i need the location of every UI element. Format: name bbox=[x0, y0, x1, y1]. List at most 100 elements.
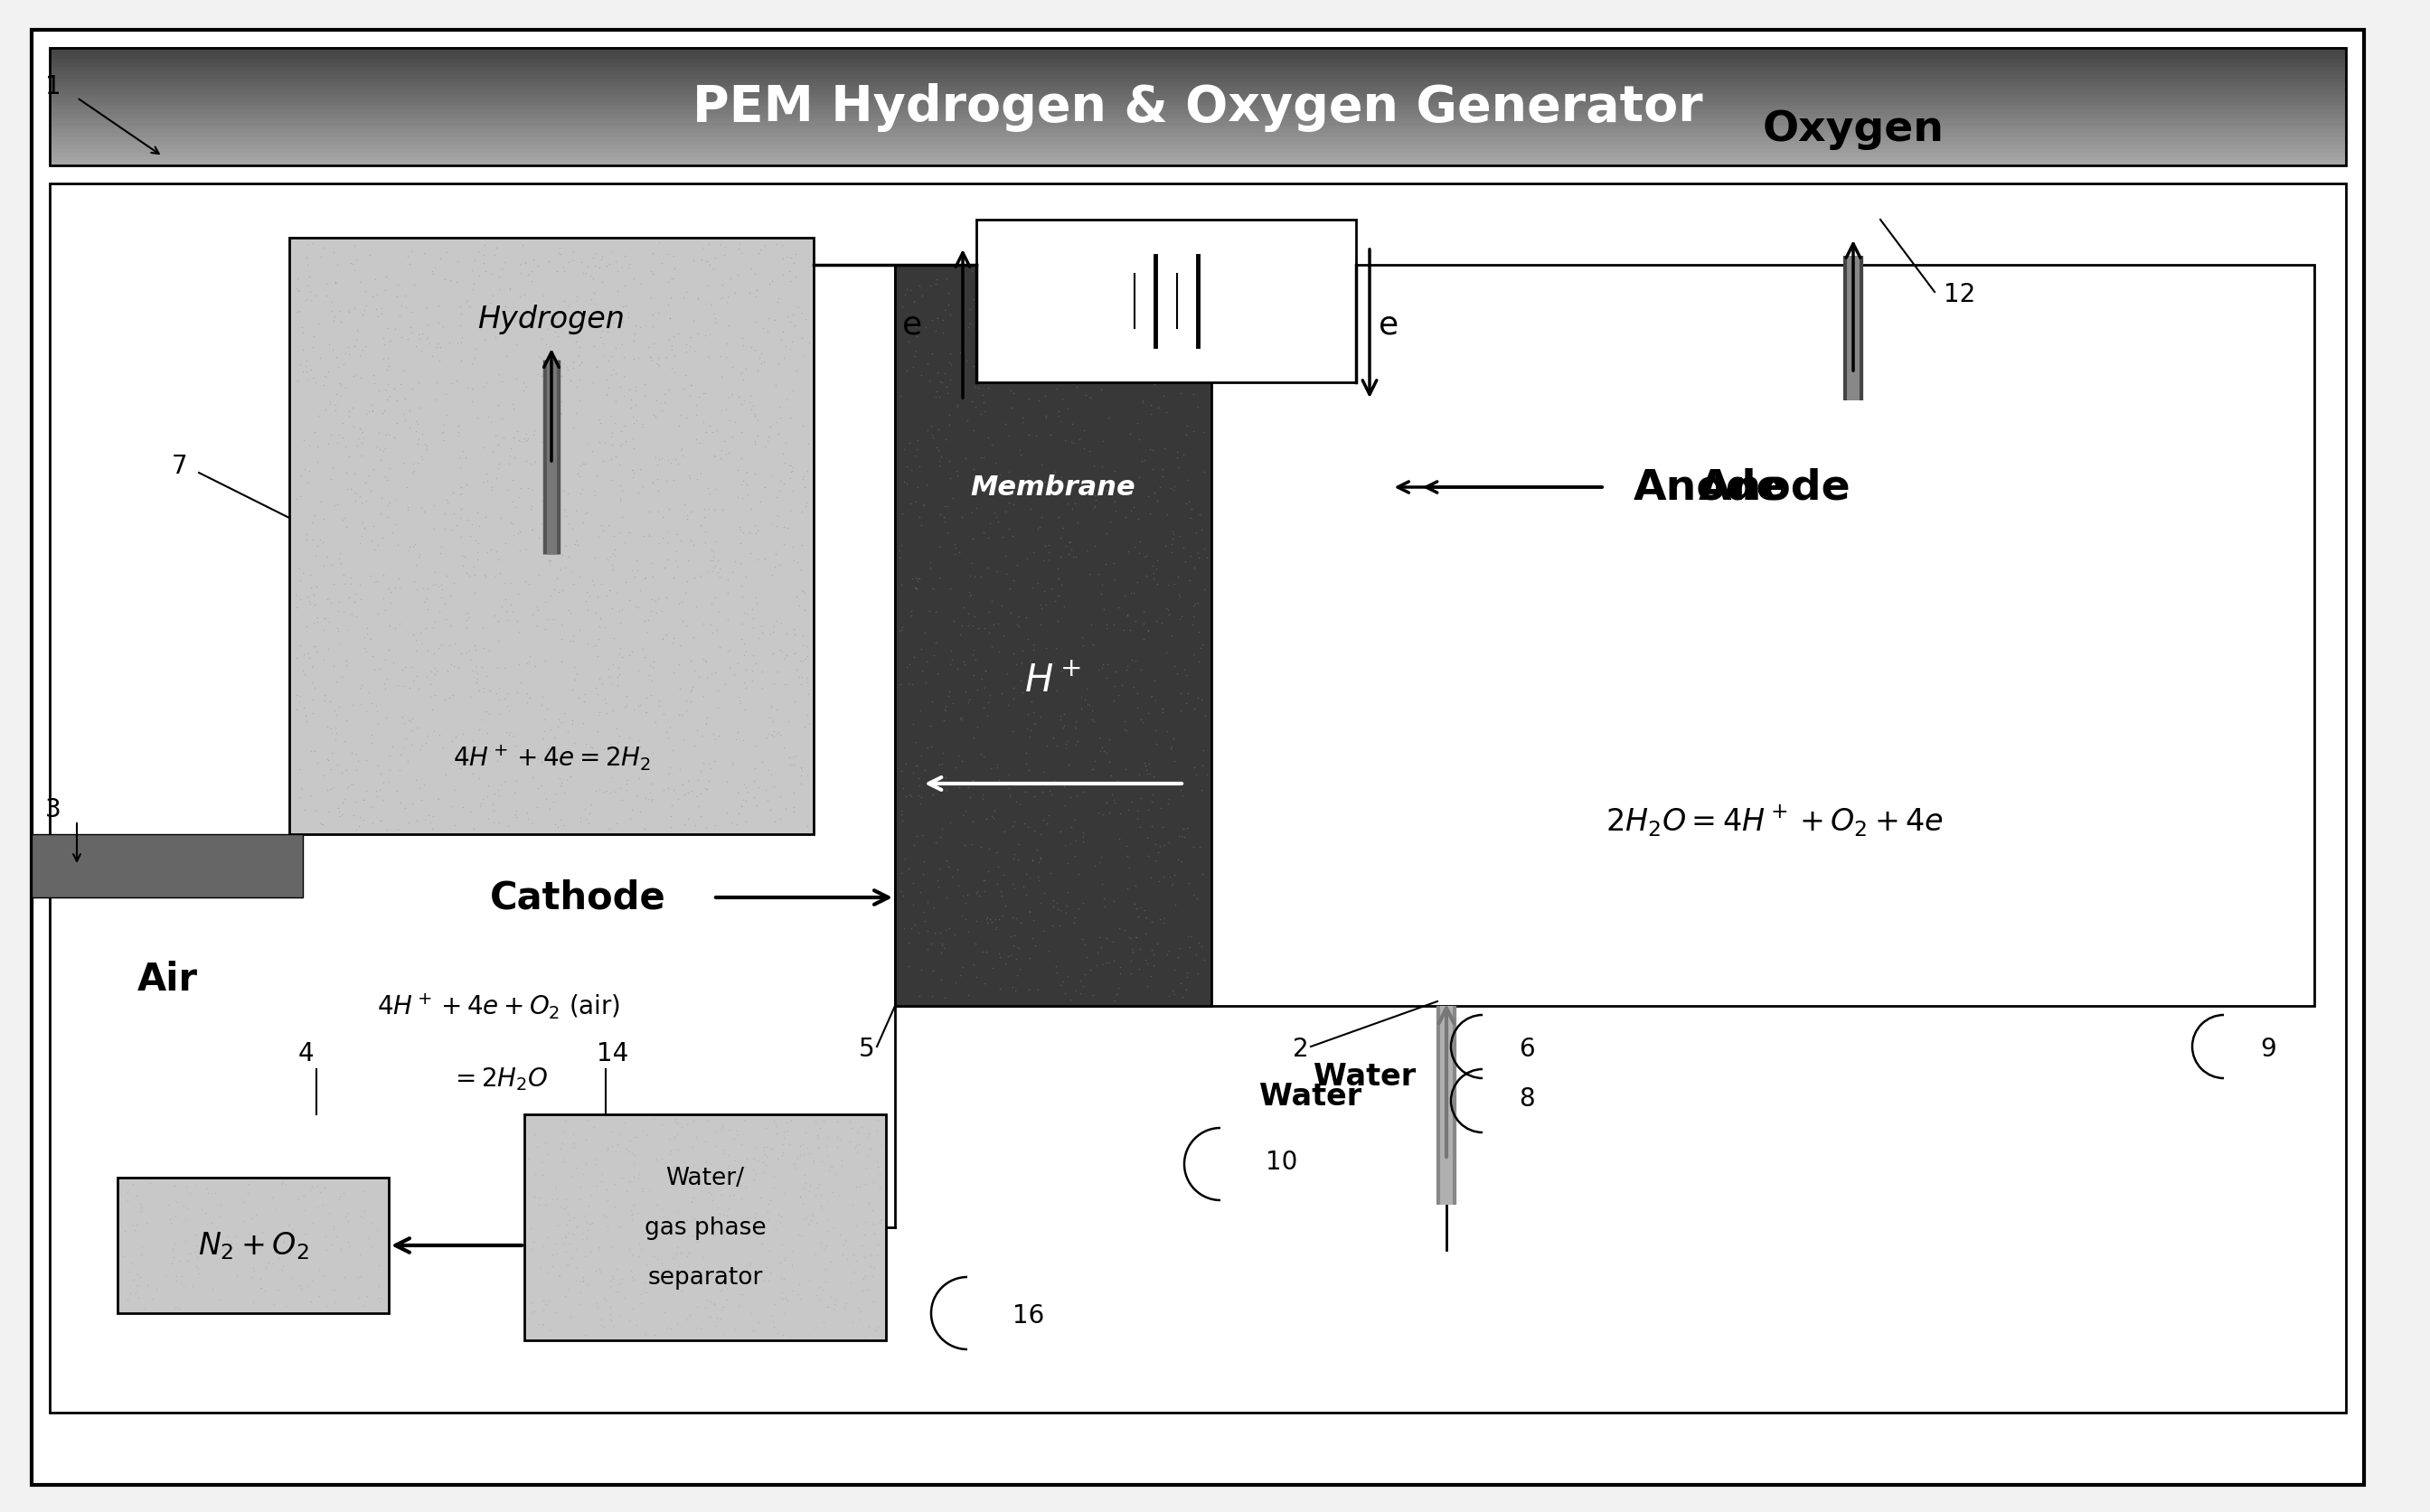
Point bbox=[787, 1120, 826, 1145]
Point bbox=[374, 735, 413, 759]
Point bbox=[564, 316, 603, 340]
Point bbox=[644, 627, 683, 652]
Point bbox=[639, 532, 678, 556]
Point bbox=[608, 777, 646, 801]
Point bbox=[950, 984, 989, 1009]
Point bbox=[496, 735, 535, 759]
Point bbox=[1132, 458, 1171, 482]
Point bbox=[768, 1288, 807, 1312]
Bar bbox=[894, 266, 2313, 1005]
Point bbox=[340, 271, 379, 295]
Point bbox=[603, 333, 642, 357]
Point bbox=[714, 750, 753, 774]
Point bbox=[1154, 727, 1193, 751]
Point bbox=[282, 777, 321, 801]
Point bbox=[1171, 299, 1210, 324]
Point bbox=[542, 1131, 581, 1155]
Point bbox=[909, 891, 948, 915]
Point bbox=[544, 499, 583, 523]
Point bbox=[785, 476, 824, 500]
Point bbox=[632, 348, 671, 372]
Point bbox=[549, 599, 588, 623]
Point bbox=[129, 1275, 168, 1299]
Point bbox=[231, 1207, 270, 1231]
Point bbox=[991, 600, 1030, 624]
Point bbox=[447, 446, 486, 470]
Point bbox=[394, 670, 433, 694]
Point bbox=[180, 1261, 219, 1285]
Point bbox=[437, 249, 476, 274]
Point bbox=[746, 234, 785, 259]
Point bbox=[488, 479, 527, 503]
Point bbox=[556, 1157, 595, 1181]
Point bbox=[663, 1279, 702, 1303]
Point bbox=[491, 721, 530, 745]
Point bbox=[782, 327, 821, 351]
Point bbox=[304, 373, 343, 398]
Point bbox=[367, 706, 406, 730]
Point bbox=[782, 756, 821, 780]
Point bbox=[785, 1142, 824, 1166]
Point bbox=[994, 975, 1033, 999]
Point bbox=[556, 1237, 595, 1261]
Point bbox=[632, 588, 671, 612]
Point bbox=[656, 1111, 695, 1136]
Point bbox=[296, 544, 335, 569]
Point bbox=[571, 1240, 610, 1264]
Text: 7: 7 bbox=[173, 454, 187, 479]
Point bbox=[122, 1199, 160, 1223]
Point bbox=[396, 420, 435, 445]
Point bbox=[695, 556, 734, 581]
Point bbox=[1079, 850, 1118, 874]
Point bbox=[1084, 653, 1123, 677]
Point bbox=[634, 656, 673, 680]
Point bbox=[216, 1252, 255, 1276]
Point bbox=[673, 1223, 712, 1247]
Point bbox=[936, 537, 974, 561]
Point bbox=[637, 602, 676, 626]
Point bbox=[906, 650, 945, 674]
Point bbox=[1001, 912, 1040, 936]
Point bbox=[1004, 680, 1042, 705]
Point bbox=[386, 475, 425, 499]
Point bbox=[294, 1211, 333, 1235]
Point bbox=[194, 1181, 233, 1205]
Point bbox=[727, 1155, 765, 1179]
Point bbox=[564, 262, 603, 286]
Point bbox=[989, 517, 1028, 541]
Point bbox=[979, 907, 1018, 931]
Point bbox=[705, 673, 744, 697]
Point bbox=[299, 751, 338, 776]
Point bbox=[610, 1139, 649, 1163]
Point bbox=[795, 1204, 833, 1228]
Point bbox=[931, 578, 970, 602]
Point bbox=[1128, 266, 1166, 290]
Point bbox=[1067, 677, 1106, 702]
Point bbox=[853, 1199, 892, 1223]
Point bbox=[1128, 906, 1166, 930]
Point bbox=[236, 1258, 275, 1282]
Point bbox=[967, 907, 1006, 931]
Point bbox=[486, 251, 525, 275]
Point bbox=[1152, 532, 1191, 556]
Point bbox=[559, 1214, 598, 1238]
Point bbox=[812, 1154, 850, 1178]
Point bbox=[625, 567, 663, 591]
Point bbox=[294, 688, 333, 712]
Point bbox=[520, 1185, 559, 1210]
Point bbox=[299, 605, 338, 629]
Point bbox=[802, 1276, 841, 1300]
Point bbox=[326, 709, 364, 733]
Point bbox=[437, 514, 476, 538]
Point bbox=[1023, 325, 1062, 349]
Point bbox=[702, 366, 741, 390]
Point bbox=[153, 1244, 192, 1269]
Point bbox=[282, 316, 321, 340]
Point bbox=[386, 284, 425, 308]
Point bbox=[765, 451, 804, 475]
Point bbox=[1149, 603, 1188, 627]
Point bbox=[841, 1234, 880, 1258]
Point bbox=[535, 578, 573, 602]
Point bbox=[1103, 277, 1142, 301]
Point bbox=[807, 1256, 846, 1281]
